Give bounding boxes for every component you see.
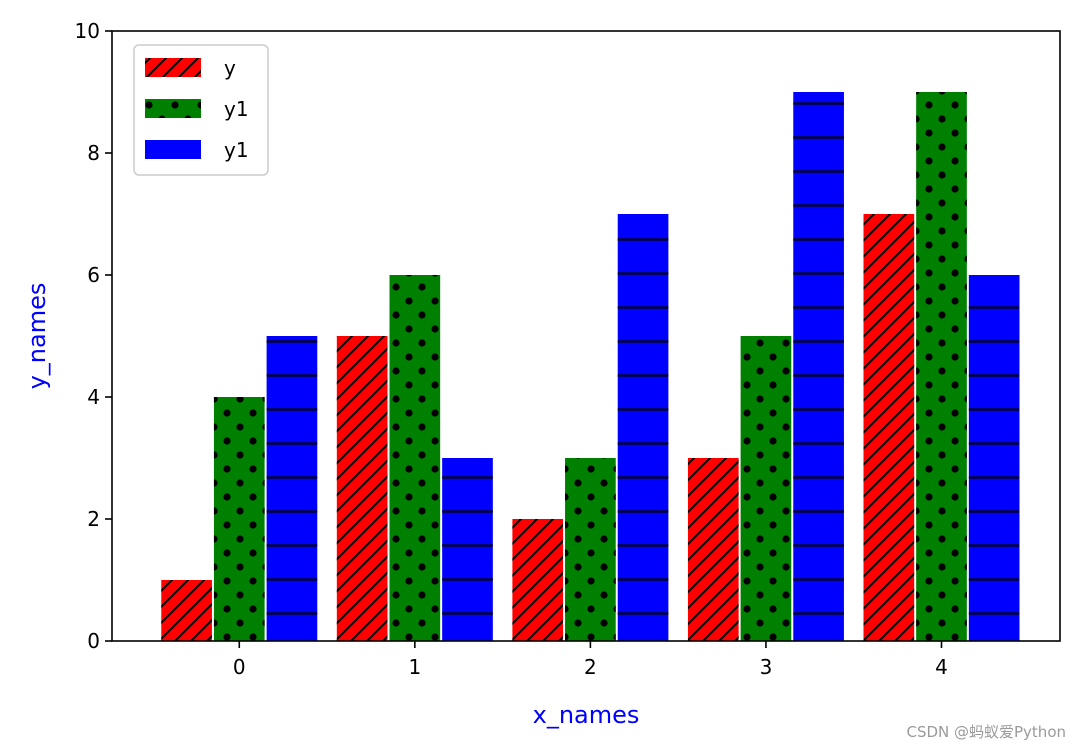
y-tick-label: 2	[87, 507, 100, 531]
bar-y1-1-hatch	[389, 275, 441, 641]
y-tick-label: 4	[87, 385, 100, 409]
bar-y-1-hatch	[336, 336, 388, 641]
bar-y-0-hatch	[161, 580, 212, 641]
legend-swatch-hatch-y1	[145, 99, 201, 118]
bars-group	[161, 92, 1020, 641]
plot-frame	[111, 30, 1061, 642]
legend-swatch-hatch-y1	[145, 140, 201, 159]
legend-label-y1: y1	[224, 138, 249, 162]
x-tick-label: 2	[584, 655, 597, 679]
bar-y1-4-hatch	[968, 275, 1020, 641]
legend-label-y: y	[224, 56, 236, 80]
y-axis-label: y_names	[23, 283, 51, 390]
bar-y1-3-hatch	[740, 336, 792, 641]
x-tick-label: 1	[408, 655, 421, 679]
y-tick-label: 6	[87, 263, 100, 287]
legend-label-y1: y1	[224, 97, 249, 121]
watermark: CSDN @蚂蚁爱Python	[906, 723, 1066, 741]
x-tick-label: 3	[760, 655, 773, 679]
x-tick-label: 0	[233, 655, 246, 679]
bar-y1-2-hatch	[617, 214, 669, 641]
bar-y-4-hatch	[863, 214, 915, 641]
bar-y1-1-hatch	[442, 458, 493, 641]
x-axis-label: x_names	[533, 701, 640, 729]
y-tick-label: 10	[75, 19, 100, 43]
bar-y1-0-hatch	[213, 397, 265, 641]
x-tick-label: 4	[935, 655, 948, 679]
bar-y-2-hatch	[512, 519, 564, 641]
legend-swatch-hatch-y	[145, 58, 201, 77]
bar-y1-2-hatch	[565, 458, 616, 641]
axes-group: 0 1 2 3 4 0 2 4 6 8 10 x_names y_names	[23, 19, 1061, 729]
bar-y1-3-hatch	[793, 92, 844, 641]
legend: y y1 y1	[133, 44, 269, 176]
y-tick-label: 0	[87, 629, 100, 653]
y-tick-label: 8	[87, 141, 100, 165]
bar-y1-4-hatch	[916, 92, 967, 641]
bar-y-3-hatch	[687, 458, 739, 641]
bar-y1-0-hatch	[266, 336, 318, 641]
